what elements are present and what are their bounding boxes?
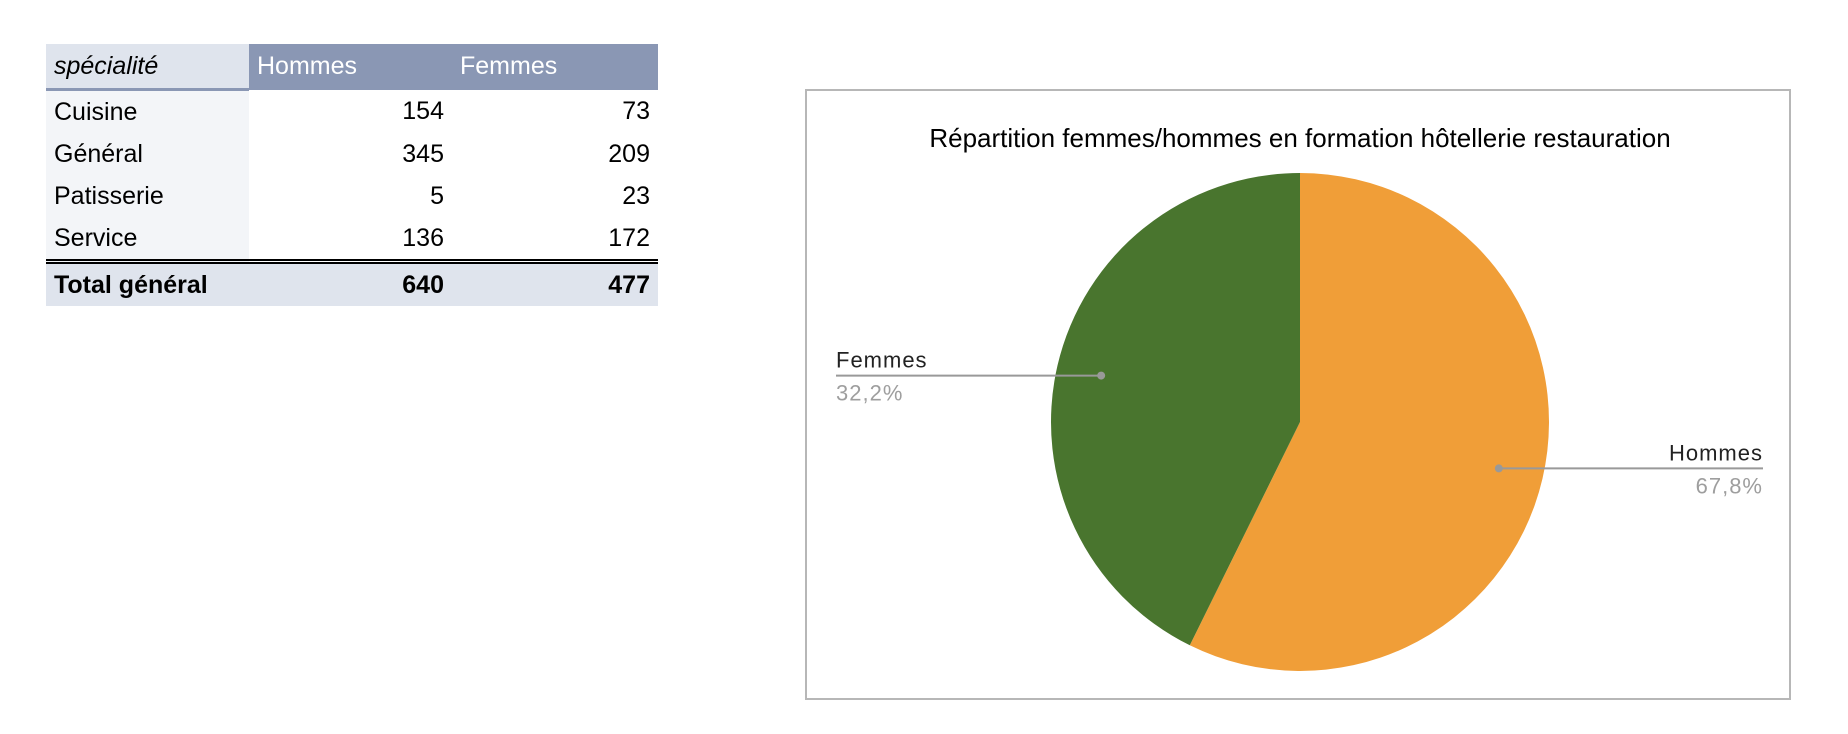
cell-femmes[interactable]: 73 <box>622 96 650 125</box>
row-label[interactable]: Service <box>46 217 249 262</box>
table-row: Cuisine 154 73 <box>46 89 658 133</box>
slice-percent-hommes: 67,8% <box>1696 473 1763 498</box>
slice-label-hommes: Hommes <box>1669 440 1763 465</box>
slice-label-femmes: Femmes <box>836 348 928 373</box>
leader-dot-hommes <box>1494 464 1503 473</box>
cell-hommes[interactable]: 345 <box>402 139 444 168</box>
total-femmes[interactable]: 477 <box>452 259 658 306</box>
pie-chart-canvas: Répartition femmes/hommes en formation h… <box>836 123 1763 672</box>
pie-slices <box>1051 173 1549 672</box>
total-hommes[interactable]: 640 <box>249 259 452 306</box>
chart-title: Répartition femmes/hommes en formation h… <box>929 123 1670 153</box>
total-row: Total général 640 477 <box>46 259 658 306</box>
table-row: Général 345 209 <box>46 133 658 175</box>
cell-hommes[interactable]: 5 <box>430 181 444 210</box>
cell-femmes[interactable]: 209 <box>608 139 650 168</box>
table-row: Patisserie 5 23 <box>46 175 658 217</box>
total-label[interactable]: Total général <box>46 259 249 306</box>
header-row: spécialité Hommes Femmes <box>46 44 658 91</box>
slice-percent-femmes: 32,2% <box>836 381 903 406</box>
column-header-femmes[interactable]: Femmes <box>452 44 658 90</box>
cell-femmes[interactable]: 23 <box>622 181 650 210</box>
pie-slice-femmes[interactable] <box>1051 173 1300 646</box>
cell-hommes[interactable]: 154 <box>402 96 444 125</box>
row-dimension-label[interactable]: spécialité <box>46 44 249 91</box>
leader-dot-femmes <box>1097 371 1106 380</box>
row-label[interactable]: Cuisine <box>46 89 249 133</box>
row-label[interactable]: Patisserie <box>46 175 249 217</box>
cell-hommes[interactable]: 136 <box>402 223 444 252</box>
column-header-hommes[interactable]: Hommes <box>249 44 452 90</box>
table-row: Service 136 172 <box>46 217 658 262</box>
row-label[interactable]: Général <box>46 133 249 175</box>
pivot-table: spécialité Hommes Femmes Cuisine 154 73 … <box>46 44 658 306</box>
pie-slice-hommes[interactable] <box>1189 173 1549 672</box>
pie-labels: Hommes 67,8% Femmes 32,2% <box>836 348 1763 498</box>
cell-femmes[interactable]: 172 <box>608 223 650 252</box>
pie-chart[interactable]: Répartition femmes/hommes en formation h… <box>805 89 1791 700</box>
